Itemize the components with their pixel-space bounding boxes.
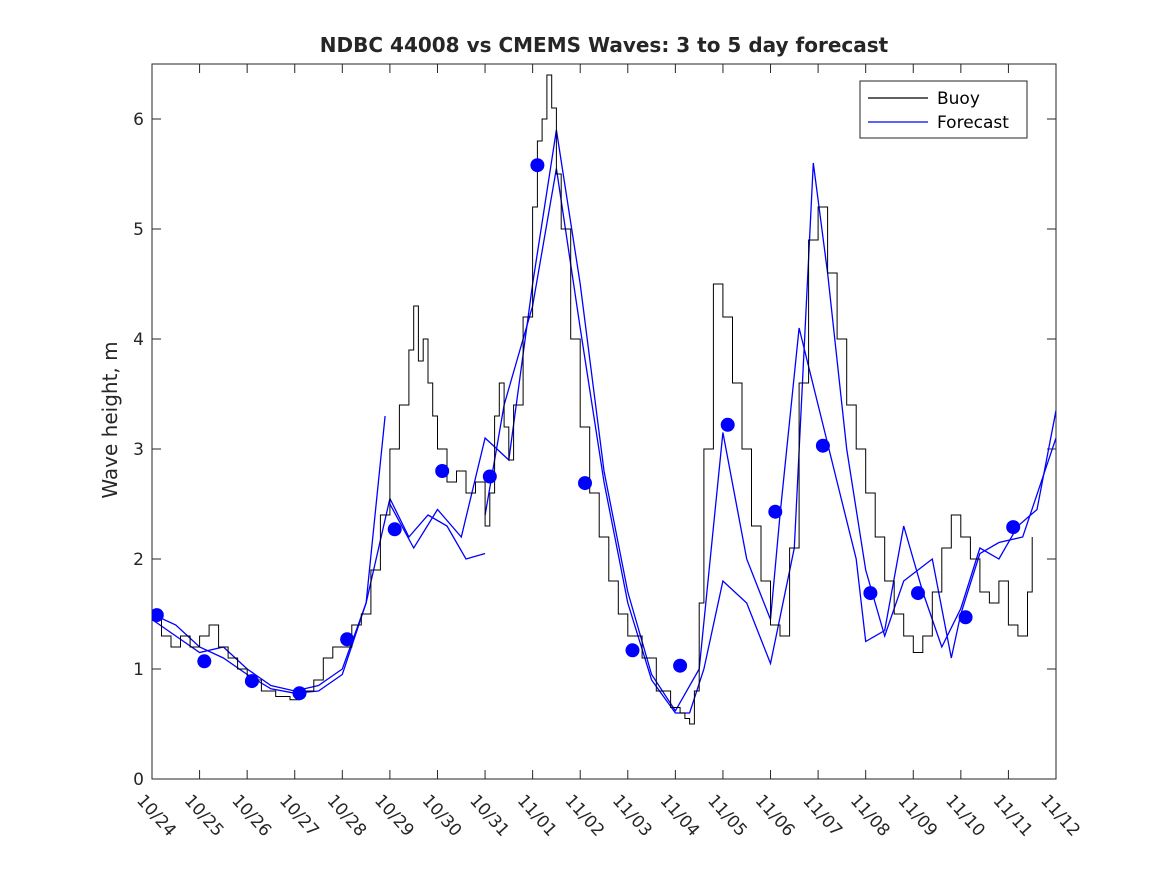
y-tick-label: 1 (133, 660, 144, 680)
forecast-line (389, 498, 486, 560)
forecast-marker (625, 643, 640, 658)
forecast-marker (911, 586, 925, 601)
forecast-marker (1006, 520, 1021, 535)
forecast-marker (482, 469, 497, 484)
forecast-line (484, 162, 1056, 714)
forecast-marker (815, 438, 830, 453)
legend-label-forecast: Forecast (937, 113, 1009, 133)
forecast-marker (863, 586, 878, 601)
forecast-marker (244, 674, 259, 689)
forecast-marker (387, 522, 402, 537)
forecast-marker (530, 158, 545, 173)
legend-box (859, 80, 1028, 139)
buoy-line (152, 74, 1033, 725)
y-tick-label: 2 (133, 550, 144, 570)
legend-label-buoy: Buoy (937, 89, 980, 109)
forecast-marker (435, 464, 450, 478)
legend: Buoy Forecast (859, 80, 1028, 139)
y-tick-label: 6 (133, 110, 144, 130)
y-tick-label: 3 (133, 440, 144, 460)
forecast-marker (768, 504, 783, 519)
plot-area: 10/24 10/25 10/26 10/27 10/28 10/29 10/30 10/31… (132, 63, 1084, 841)
y-tick-label: 0 (133, 770, 144, 790)
y-axis-label: Wave height, m (98, 341, 122, 498)
forecast-marker (340, 632, 355, 647)
forecast-marker (152, 608, 164, 623)
y-tick-label: 4 (133, 330, 144, 350)
forecast-line (152, 498, 391, 694)
y-tick-label: 5 (133, 220, 144, 240)
forecast-marker (958, 610, 973, 625)
forecast-marker (578, 476, 592, 491)
chart-title: NDBC 44008 vs CMEMS Waves: 3 to 5 day fo… (320, 33, 889, 57)
forecast-marker (197, 654, 212, 669)
forecast-marker (292, 686, 307, 701)
forecast-marker (720, 417, 735, 432)
series-group (152, 74, 1056, 725)
forecast-marker (673, 658, 688, 673)
axes-box (151, 63, 1057, 780)
